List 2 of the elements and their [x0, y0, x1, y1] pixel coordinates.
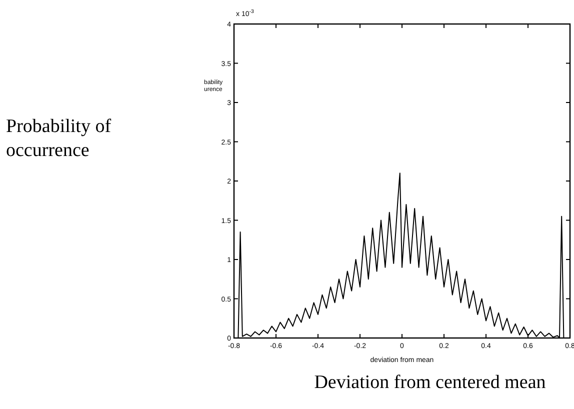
text: Probability of occurrence	[6, 116, 112, 161]
text: Deviation from centered mean	[314, 372, 546, 393]
